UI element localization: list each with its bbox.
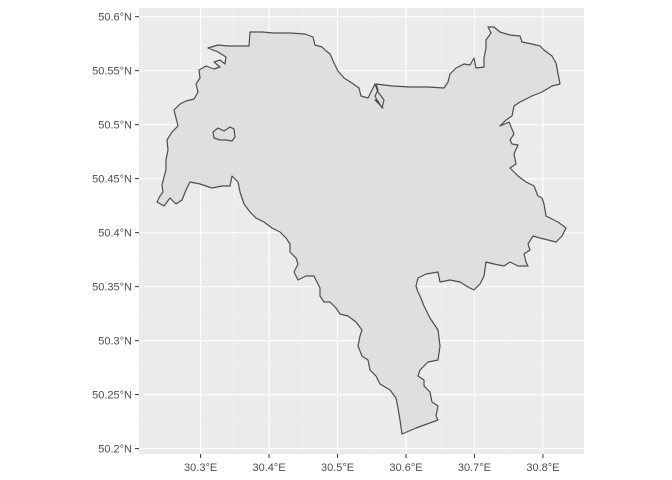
city-boundary bbox=[156, 26, 567, 435]
y-tick-label: 50.35°N bbox=[92, 282, 132, 294]
y-tick-label: 50.6°N bbox=[98, 12, 132, 24]
y-tick-label: 50.5°N bbox=[98, 120, 132, 132]
y-tick-label: 50.2°N bbox=[98, 444, 132, 456]
y-axis: 50.2°N 50.25°N 50.3°N 50.35°N 50.4°N 50.45°N 5… bbox=[92, 12, 139, 456]
x-tick-label: 30.3°E bbox=[184, 462, 217, 474]
x-axis: 30.3°E 30.4°E 30.5°E 30.6°E 30.7°E 30.8°E bbox=[184, 454, 560, 474]
y-tick-label: 50.25°N bbox=[92, 390, 132, 402]
y-tick-label: 50.3°N bbox=[98, 336, 132, 348]
y-tick-label: 50.4°N bbox=[98, 228, 132, 240]
x-tick-label: 30.4°E bbox=[252, 462, 285, 474]
city-boundary-outline bbox=[156, 26, 567, 435]
y-tick-label: 50.55°N bbox=[92, 66, 132, 78]
x-tick-label: 30.5°E bbox=[321, 462, 354, 474]
y-tick-label: 50.45°N bbox=[92, 174, 132, 186]
x-tick-label: 30.7°E bbox=[458, 462, 491, 474]
x-tick-label: 30.6°E bbox=[389, 462, 422, 474]
x-tick-label: 30.8°E bbox=[526, 462, 559, 474]
enclave-boundary-outline bbox=[212, 126, 236, 142]
